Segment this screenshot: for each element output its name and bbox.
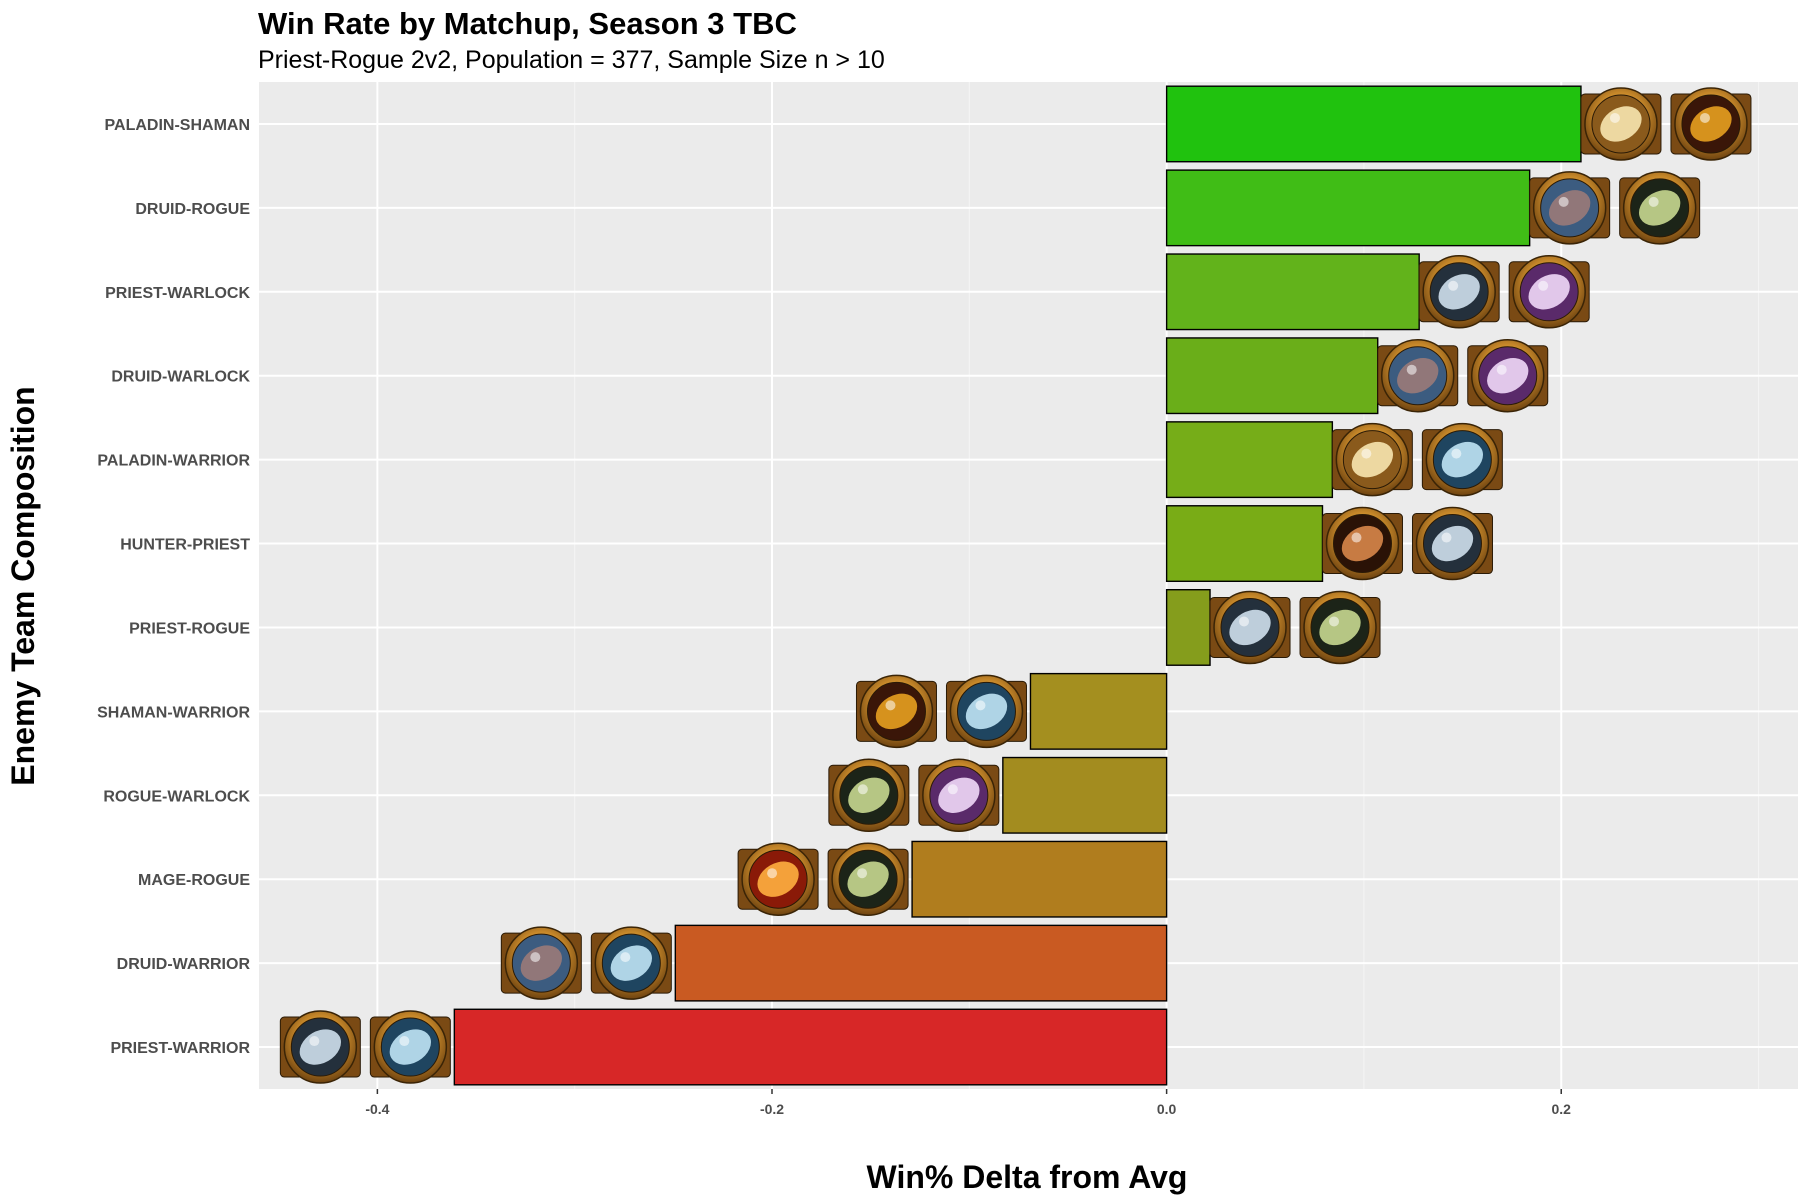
chart-title: Win Rate by Matchup, Season 3 TBC — [258, 6, 797, 41]
rogue-icon — [827, 842, 909, 916]
plot-panel — [259, 82, 1798, 1089]
y-tick-label: PRIEST-WARLOCK — [105, 285, 250, 302]
rogue-icon — [828, 758, 910, 833]
mage-icon — [737, 842, 819, 916]
druid-icon — [1529, 171, 1611, 245]
y-tick-label: PALADIN-WARRIOR — [97, 453, 250, 470]
rogue-icon — [1619, 171, 1701, 245]
druid-icon — [1377, 338, 1459, 413]
priest-icon — [1209, 590, 1291, 665]
bars — [453, 85, 1582, 1086]
paladin-icon — [1580, 87, 1662, 161]
bar-paladin-shaman — [1165, 85, 1582, 163]
warlock-icon — [1467, 338, 1549, 413]
bar-priest-warrior — [453, 1008, 1168, 1086]
shaman-icon — [1670, 87, 1752, 161]
bar-hunter-priest — [1165, 505, 1324, 583]
druid-icon — [500, 926, 582, 1000]
y-tick-label: PRIEST-ROGUE — [129, 620, 250, 637]
y-tick-label: ROGUE-WARLOCK — [103, 788, 250, 805]
x-tick-label: 0.0 — [1157, 1101, 1177, 1117]
y-tick-labels: PALADIN-SHAMAN DRUID-ROGUE PRIEST-WARLOCK D… — [97, 117, 250, 1057]
y-tick-label: DRUID-WARRIOR — [117, 956, 251, 973]
bar-druid-warlock — [1165, 337, 1379, 415]
x-tick-label: -0.4 — [365, 1101, 389, 1117]
warrior-icon — [945, 674, 1027, 749]
y-tick-label: DRUID-WARLOCK — [111, 369, 250, 386]
y-tick-label: PALADIN-SHAMAN — [105, 117, 250, 134]
rogue-icon — [1299, 590, 1381, 665]
paladin-icon — [1331, 422, 1413, 497]
x-axis-title: Win% Delta from Avg — [867, 1159, 1188, 1195]
priest-icon — [279, 1010, 361, 1084]
x-tick-label: -0.2 — [760, 1101, 784, 1117]
chart-subtitle: Priest-Rogue 2v2, Population = 377, Samp… — [258, 46, 885, 74]
bar-priest-warlock — [1165, 253, 1420, 331]
priest-icon — [1418, 255, 1500, 329]
y-axis-title: Enemy Team Composition — [5, 386, 41, 785]
warlock-icon — [918, 758, 1000, 833]
warlock-icon — [1508, 255, 1590, 329]
x-tick-labels: -0.4 -0.2 0.0 0.2 — [365, 1089, 1571, 1117]
warrior-icon — [369, 1010, 451, 1084]
y-tick-label: HUNTER-PRIEST — [120, 537, 250, 554]
x-tick-label: 0.2 — [1551, 1101, 1571, 1117]
y-tick-label: PRIEST-WARRIOR — [110, 1040, 250, 1057]
shaman-icon — [855, 674, 937, 749]
bar-rogue-warlock — [1002, 756, 1168, 834]
bar-druid-rogue — [1165, 169, 1531, 247]
class-icons — [279, 87, 1752, 1084]
bar-mage-rogue — [911, 840, 1168, 918]
bar-druid-warrior — [674, 924, 1168, 1002]
hunter-icon — [1321, 506, 1403, 581]
priest-icon — [1411, 506, 1493, 581]
bar-paladin-warrior — [1165, 421, 1334, 499]
y-tick-label: DRUID-ROGUE — [135, 201, 250, 218]
bar-priest-rogue — [1165, 588, 1211, 666]
y-tick-label: MAGE-ROGUE — [138, 872, 250, 889]
warrior-icon — [590, 926, 672, 1000]
warrior-icon — [1421, 422, 1503, 497]
y-tick-label: SHAMAN-WARRIOR — [97, 704, 250, 721]
bar-shaman-warrior — [1029, 672, 1168, 750]
